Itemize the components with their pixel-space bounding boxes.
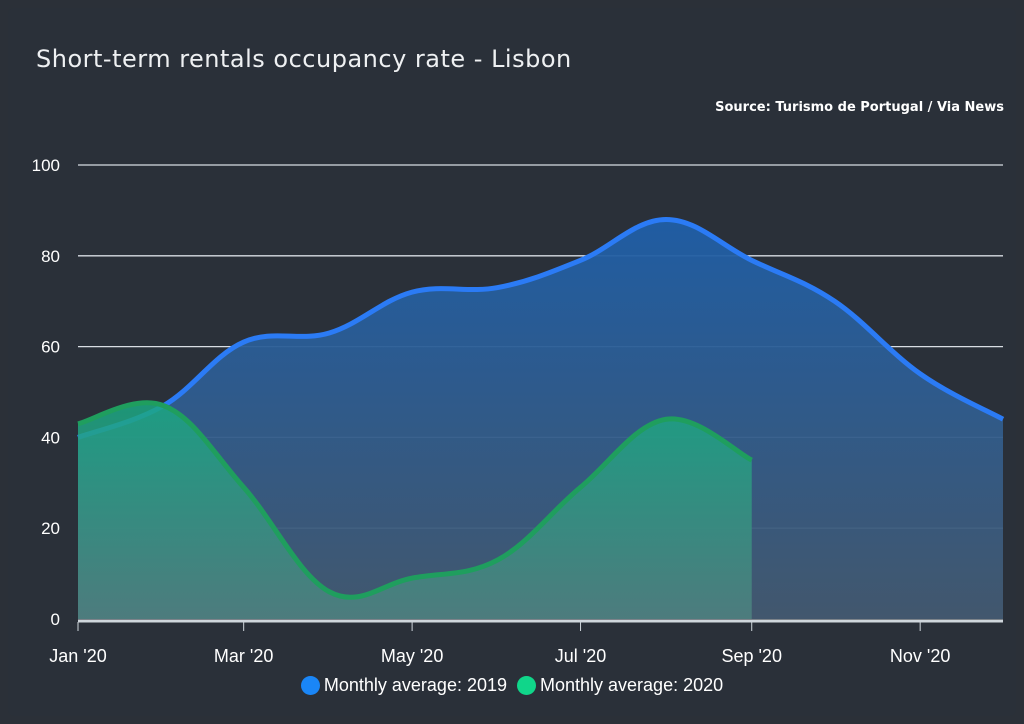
- legend-marker-2020: [517, 676, 536, 695]
- area-2019: [78, 219, 1003, 620]
- legend: Monthly average: 2019 Monthly average: 2…: [0, 675, 1024, 696]
- legend-marker-2019: [300, 676, 320, 695]
- line-2019: [77, 216, 1005, 440]
- x-tick-label: Jul '20: [555, 646, 606, 666]
- area-2020: [78, 402, 752, 619]
- legend-label-2020: Monthly average: 2020: [540, 675, 724, 695]
- x-tick-label: Sep '20: [721, 646, 782, 666]
- x-tick-label: Jan '20: [49, 646, 106, 666]
- legend-item-2020[interactable]: Monthly average: 2020: [517, 675, 723, 696]
- legend-label-2019: Monthly average: 2019: [323, 675, 507, 695]
- chart-title: Short-term rentals occupancy rate - Lisb…: [36, 45, 572, 73]
- y-tick-label: 40: [41, 428, 60, 447]
- y-tick-label: 80: [41, 247, 60, 266]
- y-tick-label: 0: [51, 610, 60, 629]
- y-tick-label: 100: [32, 156, 60, 175]
- y-tick-label: 60: [41, 338, 60, 357]
- x-tick-label: May '20: [381, 646, 443, 666]
- legend-item-2019[interactable]: Monthly average: 2019: [300, 675, 507, 696]
- x-tick-label: Mar '20: [214, 646, 273, 666]
- x-tick-label: Nov '20: [890, 646, 950, 666]
- chart-source: Source: Turismo de Portugal / Via News: [715, 100, 1004, 115]
- y-tick-label: 20: [41, 519, 60, 538]
